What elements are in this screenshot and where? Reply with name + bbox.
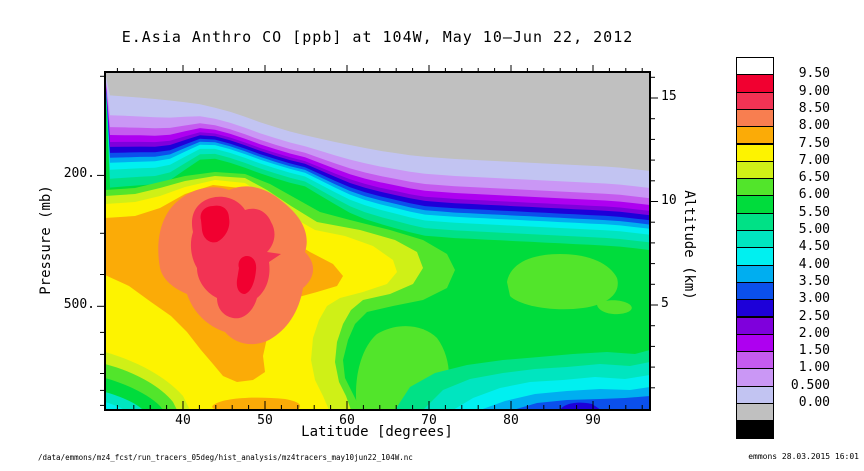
colorbar-label: 9.00 [798,83,830,99]
colorbar-label: 8.00 [798,118,830,134]
colorbar-label: 5.50 [798,204,830,220]
colorbar-label: 2.50 [798,308,830,324]
colorbar-label: 7.00 [798,152,830,168]
colorbar-cell-black [736,420,774,439]
colorbar-cell-salmon [736,108,774,128]
colorbar-label: 9.50 [798,66,830,82]
x-tick-label: 70 [421,413,437,428]
y-right-tick-label: 5 [661,296,669,311]
colorbar-legend: 9.50 9.00 8.50 8.00 7.50 7.00 6.50 6.00 5.50 5.00… [736,57,856,439]
colorbar-cell-crimson [736,74,774,93]
colorbar-cell-lavender [736,385,774,404]
colorbar-cell-purple [736,333,774,353]
colorbar-cell-springgreen [736,212,774,231]
colorbar-label: 1.00 [798,360,830,376]
colorbar-label: 0.500 [790,377,830,393]
colorbar-label: 1.50 [798,343,830,359]
colorbar-cell-brightgreen [736,178,774,197]
x-tick-label: 50 [257,413,273,428]
x-tick-label: 80 [503,413,519,428]
colorbar-label: 5.00 [798,222,830,237]
chart-title: E.Asia Anthro CO [ppb] at 104W, May 10–J… [121,28,634,46]
x-tick-label: 60 [339,413,355,428]
contour-plot [105,72,650,410]
colorbar-label: 6.50 [798,170,830,186]
colorbar-label: 2.00 [798,325,830,341]
colorbar-cell-blue [736,281,774,301]
colorbar-label: 6.00 [798,187,830,203]
footer-signature: emmons 28.03.2015 16:01 [748,452,859,461]
colorbar-label: 4.00 [798,256,830,272]
colorbar-label: 8.50 [798,100,830,116]
colorbar-cell-green [736,195,774,214]
x-tick-label: 90 [585,413,601,428]
x-tick-label: 40 [175,413,191,428]
y-right-tick-label: 15 [661,89,677,104]
y-left-tick-label: 200. [63,166,95,182]
colorbar-label: 0.00 [798,395,830,410]
colorbar-cell-yellow [736,143,774,162]
x-axis-title: Latitude [degrees] [301,424,453,440]
colorbar-cell-lightpurple [736,368,774,387]
colorbar-cell-yellowgreen [736,160,774,180]
colorbar-cell-cyan [736,247,774,266]
y-left-tick-label: 500. [63,297,95,313]
colorbar-cell-orange [736,126,774,145]
colorbar-cell-skyblue [736,264,774,283]
colorbar-label: 3.00 [798,291,830,307]
y-left-axis-title: Pressure (mb) [38,185,54,295]
colorbar-label: 3.50 [798,273,830,289]
y-right-tick-label: 10 [661,192,677,208]
colorbar-cell-orchid [736,351,774,370]
colorbar-cell-darkblue [736,299,774,318]
colorbar-cell-turquoise [736,230,774,249]
colorbar-label: 4.50 [798,239,830,255]
footer-source-path: /data/emmons/mz4_fcst/run_tracers_05deg/… [38,453,413,462]
colorbar-cell-white [736,57,774,76]
colorbar-cell-gray [736,403,774,422]
colorbar-label: 7.50 [798,135,830,151]
colorbar-cell-violet [736,316,774,335]
colorbar-cell-pink [736,91,774,110]
